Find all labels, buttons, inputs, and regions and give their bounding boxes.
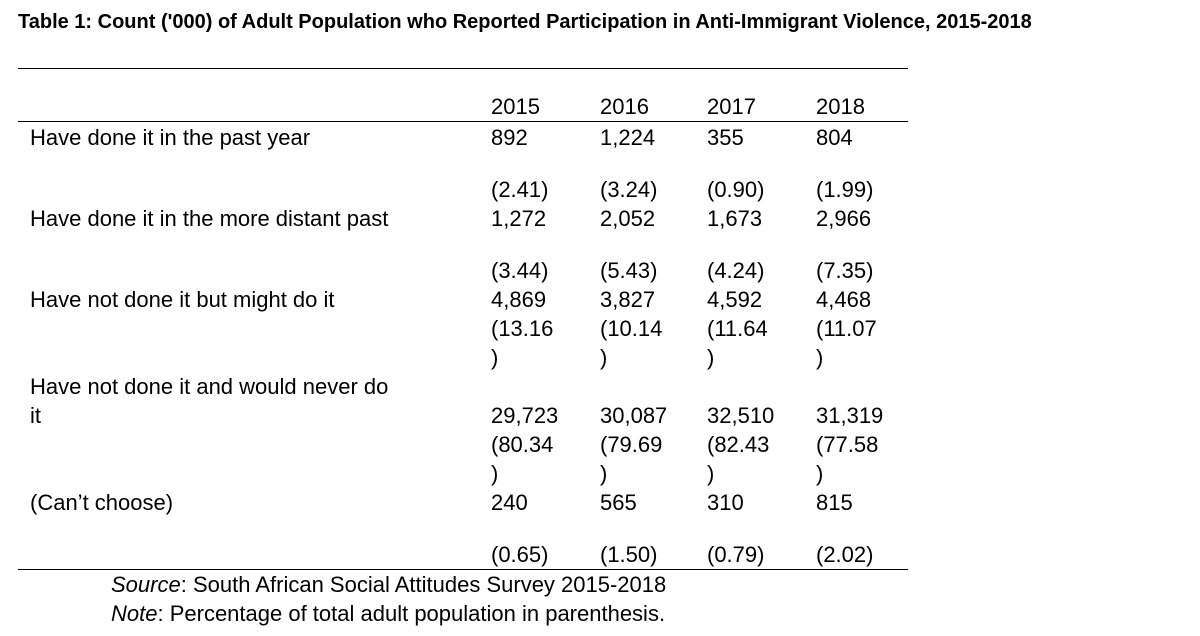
percent-cell: (4.24) (707, 258, 765, 283)
count-cell: 804 (816, 125, 853, 150)
percent-close-paren: ) (707, 345, 715, 370)
percent-close-paren: ) (600, 345, 608, 370)
percent-cell: (77.58 (816, 432, 879, 457)
note-text: : Percentage of total adult population i… (157, 601, 666, 626)
row-label: (Can’t choose) (30, 490, 174, 515)
count-cell: 3,827 (600, 287, 656, 312)
percent-cell: (11.07 (816, 316, 877, 341)
count-cell: 1,272 (491, 206, 547, 231)
count-cell: 310 (707, 490, 744, 515)
percent-cell: (2.02) (816, 542, 874, 567)
percent-cell: (7.35) (816, 258, 874, 283)
percent-cell: (79.69 (600, 432, 663, 457)
count-cell: 565 (600, 490, 637, 515)
percent-cell: (1.50) (600, 542, 658, 567)
percent-cell: (2.41) (491, 177, 549, 202)
count-cell: 892 (491, 125, 528, 150)
percent-cell: (80.34 (491, 432, 554, 457)
count-cell: 355 (707, 125, 744, 150)
count-cell: 4,592 (707, 287, 763, 312)
count-cell: 2,052 (600, 206, 656, 231)
row-label-continuation: it (30, 403, 41, 428)
column-header-2015: 2015 (491, 94, 540, 119)
percent-cell: (0.90) (707, 177, 765, 202)
table-title: Table 1: Count ('000) of Adult Populatio… (18, 11, 1032, 33)
note-label: Note (111, 601, 158, 626)
count-cell: 4,869 (491, 287, 547, 312)
source-note: Source: South African Social Attitudes S… (111, 570, 666, 599)
percent-cell: (0.79) (707, 542, 765, 567)
percent-cell: (82.43 (707, 432, 770, 457)
percent-close-paren: ) (816, 461, 824, 486)
percent-cell: (3.44) (491, 258, 549, 283)
percent-cell: (0.65) (491, 542, 549, 567)
count-cell: 4,468 (816, 287, 872, 312)
count-cell: 240 (491, 490, 528, 515)
percent-close-paren: ) (491, 345, 499, 370)
count-cell: 815 (816, 490, 853, 515)
count-cell: 29,723 (491, 403, 559, 428)
count-cell: 1,224 (600, 125, 656, 150)
percent-cell: (10.14 (600, 316, 663, 341)
percent-close-paren: ) (707, 461, 715, 486)
table-note: Note: Percentage of total adult populati… (111, 599, 665, 628)
count-cell: 1,673 (707, 206, 763, 231)
count-cell: 31,319 (816, 403, 884, 428)
column-header-2016: 2016 (600, 94, 649, 119)
row-label: Have done it in the more distant past (30, 206, 389, 231)
row-label: Have done it in the past year (30, 125, 311, 150)
column-header-2017: 2017 (707, 94, 756, 119)
percent-cell: (11.64 (707, 316, 768, 341)
percent-cell: (5.43) (600, 258, 658, 283)
header-rule (18, 121, 908, 122)
count-cell: 2,966 (816, 206, 872, 231)
source-label: Source (111, 572, 181, 597)
percent-close-paren: ) (816, 345, 824, 370)
percent-close-paren: ) (600, 461, 608, 486)
source-text: : South African Social Attitudes Survey … (180, 572, 667, 597)
count-cell: 32,510 (707, 403, 775, 428)
percent-cell: (1.99) (816, 177, 874, 202)
count-cell: 30,087 (600, 403, 668, 428)
percent-close-paren: ) (491, 461, 499, 486)
row-label: Have not done it and would never do (30, 374, 389, 399)
top-rule (18, 68, 908, 69)
bottom-rule (18, 569, 908, 570)
column-header-2018: 2018 (816, 94, 865, 119)
percent-cell: (13.16 (491, 316, 554, 341)
row-label: Have not done it but might do it (30, 287, 335, 312)
percent-cell: (3.24) (600, 177, 658, 202)
